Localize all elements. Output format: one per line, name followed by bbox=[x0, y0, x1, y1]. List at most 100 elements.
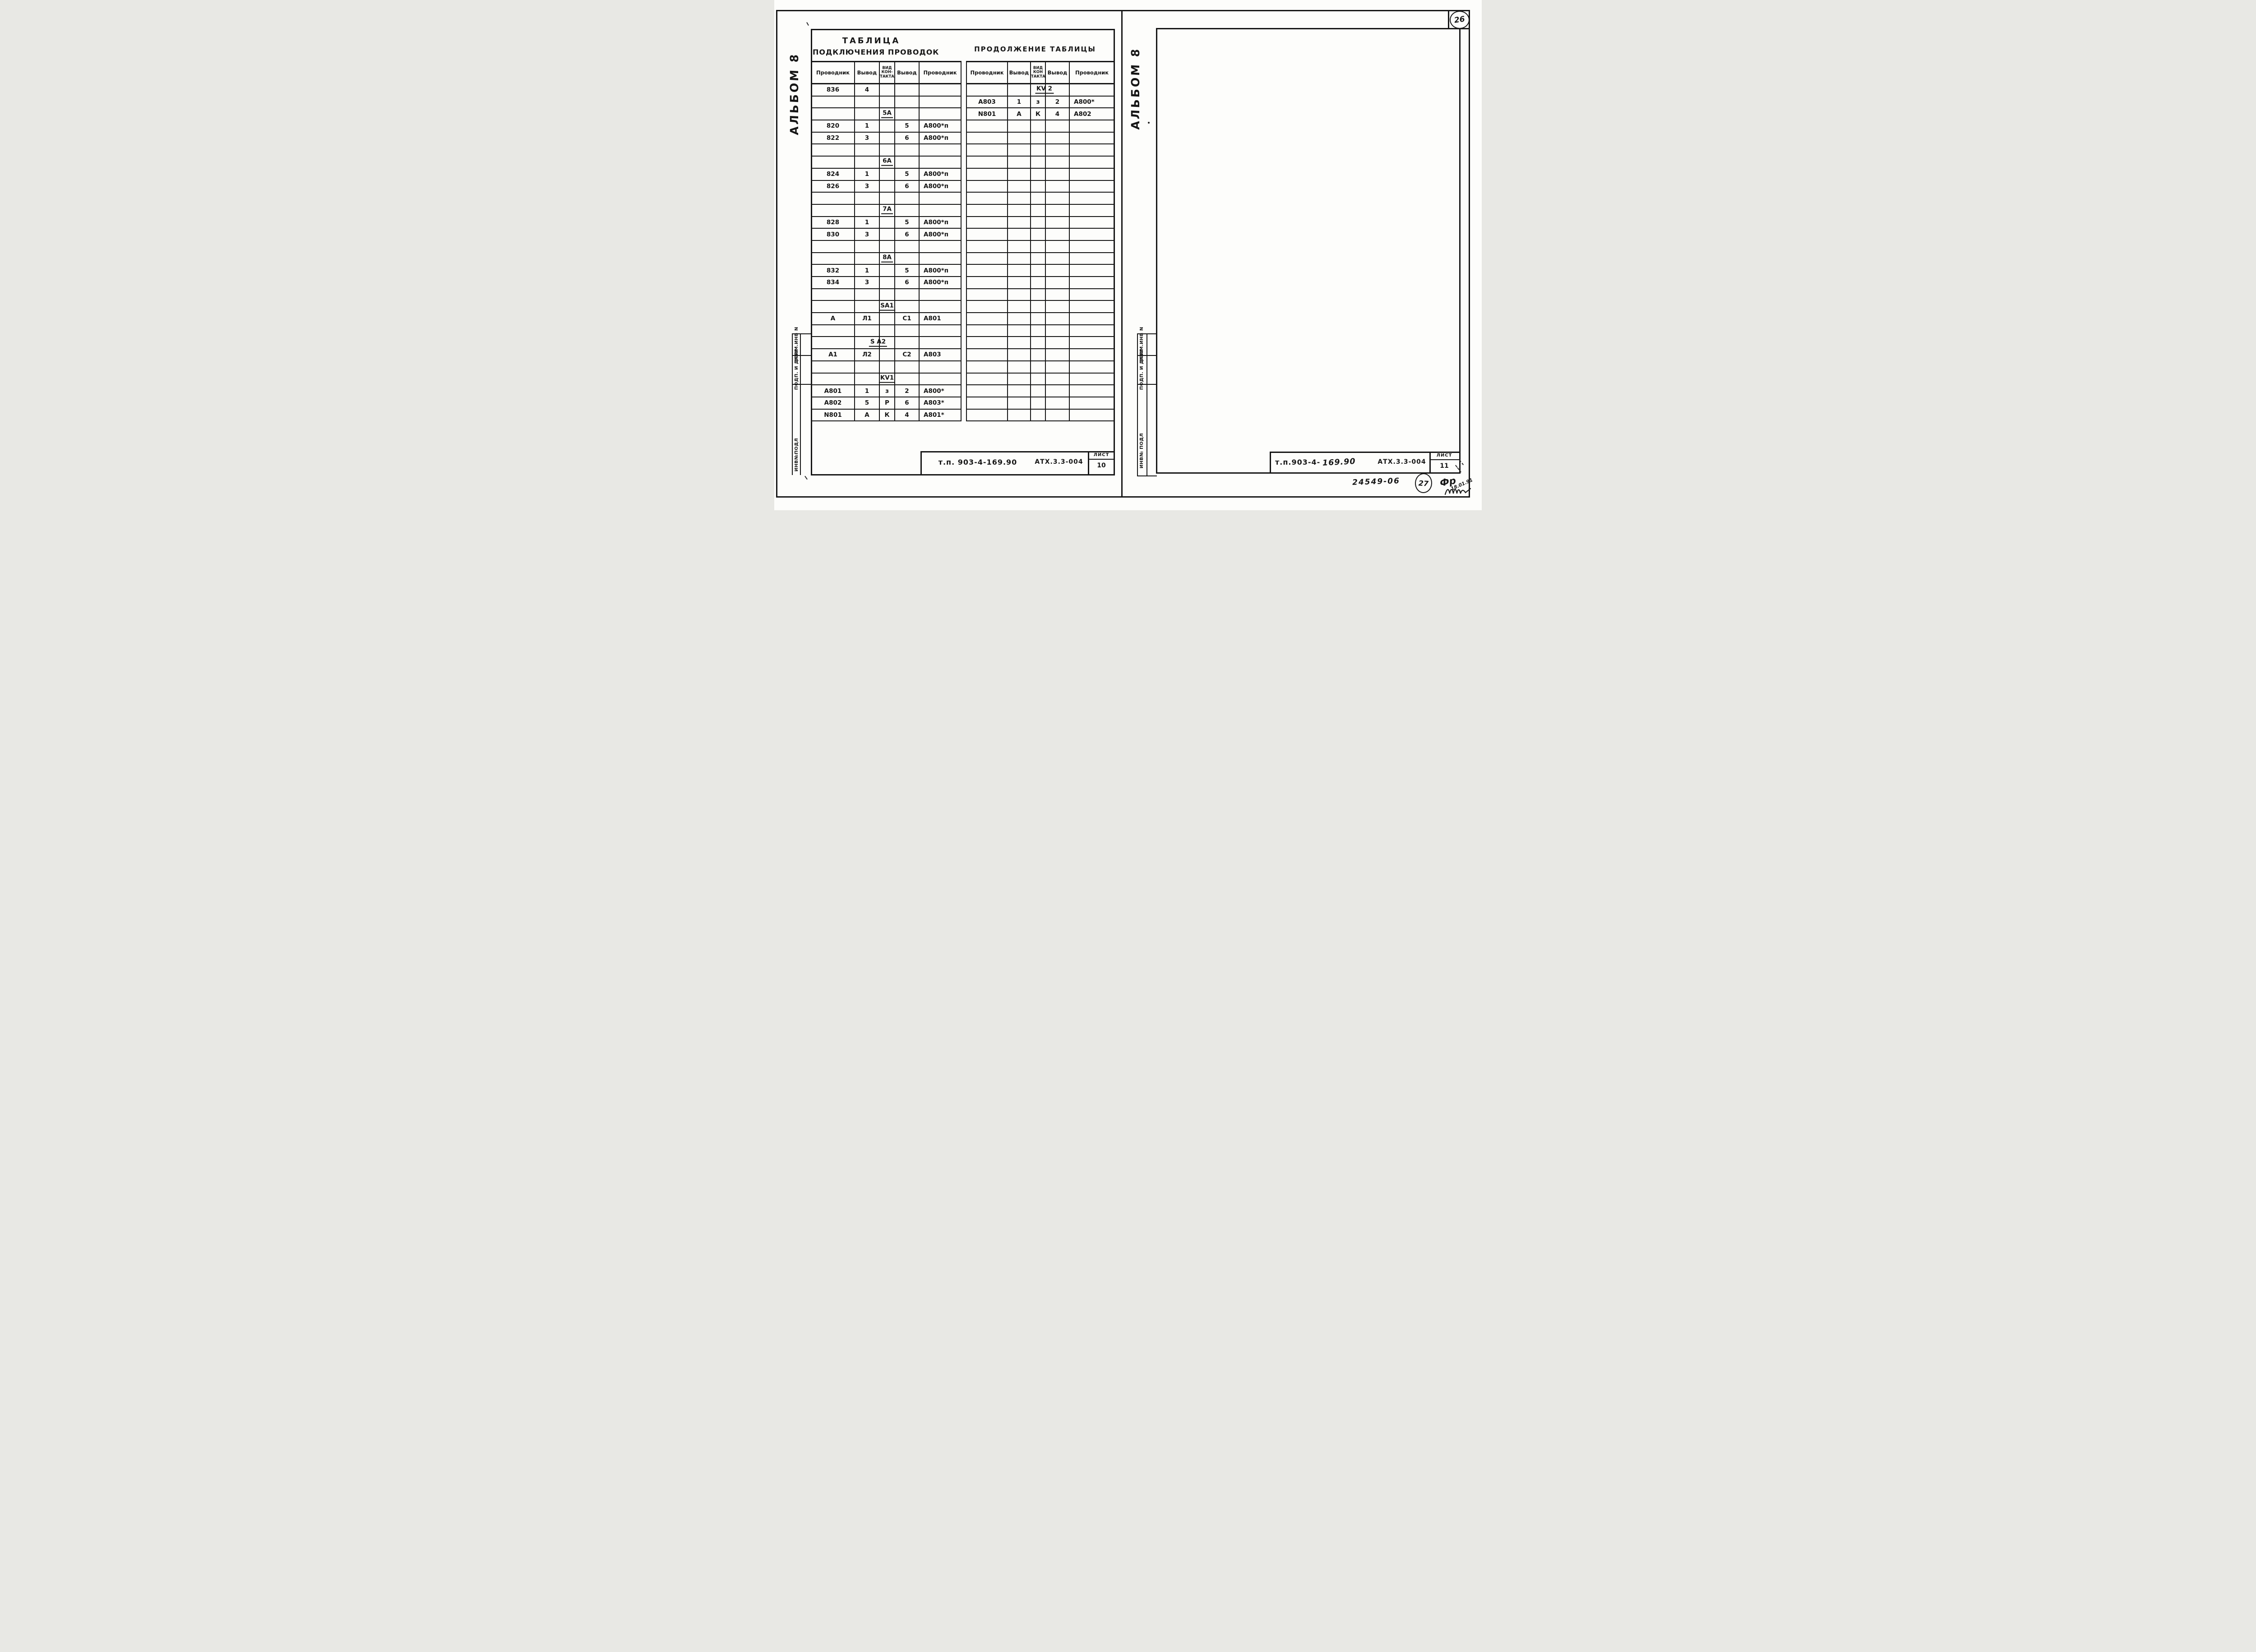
table-cell bbox=[1030, 348, 1046, 361]
stamp-left-top bbox=[792, 333, 812, 334]
left-frame-bottom bbox=[811, 474, 1115, 475]
right-frame-top bbox=[1156, 28, 1469, 29]
table-cell bbox=[879, 192, 895, 205]
titleblock-left-top bbox=[920, 451, 1115, 452]
table-cell bbox=[1045, 240, 1070, 253]
table-cell bbox=[1069, 288, 1115, 301]
table-cell bbox=[1030, 300, 1046, 314]
table-cell bbox=[1069, 180, 1115, 193]
table-cell bbox=[894, 252, 920, 265]
table-row bbox=[966, 120, 1115, 133]
table-cell bbox=[966, 240, 1008, 253]
table-cell bbox=[919, 372, 962, 386]
table-cell bbox=[854, 203, 880, 217]
right-frame-left bbox=[1156, 28, 1157, 474]
table-row: А802 5 Р 6 А803* bbox=[811, 396, 962, 410]
table-cell bbox=[966, 348, 1008, 361]
titleblock-right-list-divider bbox=[1429, 452, 1431, 473]
table-cell: 6 bbox=[894, 131, 920, 145]
table-cell bbox=[1007, 167, 1031, 181]
table-cell: 6 bbox=[894, 396, 920, 410]
table-cell bbox=[894, 372, 920, 386]
table-row: А803 1 з 2 А800* bbox=[966, 95, 1115, 109]
table-cell bbox=[854, 324, 880, 337]
table-row bbox=[966, 203, 1115, 217]
table-cell bbox=[1069, 167, 1115, 181]
table-cell bbox=[1007, 240, 1031, 253]
table-cell bbox=[1007, 276, 1031, 289]
header-conductor: Проводник bbox=[966, 61, 1008, 84]
table-cell bbox=[919, 288, 962, 301]
table-cell bbox=[854, 143, 880, 157]
table-row bbox=[966, 240, 1115, 253]
table-cell bbox=[1045, 131, 1070, 145]
page-circle-27-number: 27 bbox=[1418, 478, 1429, 488]
section-label: SА1 bbox=[879, 302, 895, 311]
header-conductor: Проводник bbox=[811, 61, 855, 84]
stamp-left-divider bbox=[800, 333, 801, 475]
table-cell: А803* bbox=[919, 396, 962, 410]
table-cell: 6А bbox=[879, 156, 895, 169]
table-cell: 1 bbox=[854, 120, 880, 133]
table-row: А801 1 з 2 А800* bbox=[811, 384, 962, 397]
table-cell bbox=[1069, 240, 1115, 253]
table-cell bbox=[1030, 276, 1046, 289]
titleblock-right-left bbox=[1270, 452, 1271, 473]
table-cell bbox=[1045, 396, 1070, 410]
table-cell bbox=[894, 156, 920, 169]
table-cell bbox=[854, 95, 880, 109]
table-cell bbox=[919, 156, 962, 169]
table-cell bbox=[811, 192, 855, 205]
table-cell bbox=[879, 276, 895, 289]
sheet-number-right: 11 bbox=[1440, 462, 1449, 470]
table-row bbox=[966, 156, 1115, 169]
table-cell bbox=[1069, 396, 1115, 410]
table-cell: 828 bbox=[811, 216, 855, 229]
table-row: 6А bbox=[811, 156, 962, 169]
table-cell bbox=[1069, 348, 1115, 361]
table-cell bbox=[1030, 156, 1046, 169]
table-row bbox=[966, 336, 1115, 350]
stamp-right-top bbox=[1137, 333, 1157, 334]
table-cell: Л1 bbox=[854, 312, 880, 325]
table-cell bbox=[1030, 240, 1046, 253]
table-row: 820 1 5 А800*п bbox=[811, 120, 962, 133]
table-cell bbox=[811, 252, 855, 265]
table-cell bbox=[1030, 192, 1046, 205]
table-cell bbox=[854, 192, 880, 205]
header-contact-line: ВИД bbox=[882, 65, 892, 70]
table-cell bbox=[919, 324, 962, 337]
table-cell bbox=[811, 156, 855, 169]
outer-border-left bbox=[776, 10, 777, 498]
table-cell: 3 bbox=[854, 131, 880, 145]
table-cell bbox=[1030, 203, 1046, 217]
stamp-inv-podl-right: ИНВ№ ПОДЛ bbox=[1139, 433, 1144, 469]
table-cell: SА1 bbox=[879, 300, 895, 314]
table-cell: Л2 bbox=[854, 348, 880, 361]
table-cell bbox=[894, 203, 920, 217]
table-cell bbox=[1007, 192, 1031, 205]
table-cell bbox=[1007, 288, 1031, 301]
table-cell bbox=[1030, 336, 1046, 350]
table-cell: 2 bbox=[894, 384, 920, 397]
table-cell bbox=[894, 107, 920, 121]
table-cell bbox=[966, 300, 1008, 314]
table-cell: 1 bbox=[854, 167, 880, 181]
sheet-number-left: 10 bbox=[1097, 462, 1106, 469]
outer-border-right bbox=[1469, 10, 1470, 498]
stray-mark bbox=[804, 475, 808, 480]
table-cell bbox=[1007, 408, 1031, 422]
table-cell: А800*п bbox=[919, 120, 962, 133]
table-cell bbox=[1030, 131, 1046, 145]
table-cell: 822 bbox=[811, 131, 855, 145]
table-cell: А801* bbox=[919, 408, 962, 422]
table-cell: А800*п bbox=[919, 131, 962, 145]
table-cell bbox=[894, 143, 920, 157]
page-circle-26-number: 26 bbox=[1453, 14, 1466, 25]
project-code-right-handwritten: 169.90 bbox=[1322, 457, 1356, 468]
table-cell bbox=[1030, 372, 1046, 386]
table-cell bbox=[811, 360, 855, 374]
table-cell: з bbox=[879, 384, 895, 397]
table-cell bbox=[879, 143, 895, 157]
table-cell bbox=[1030, 324, 1046, 337]
